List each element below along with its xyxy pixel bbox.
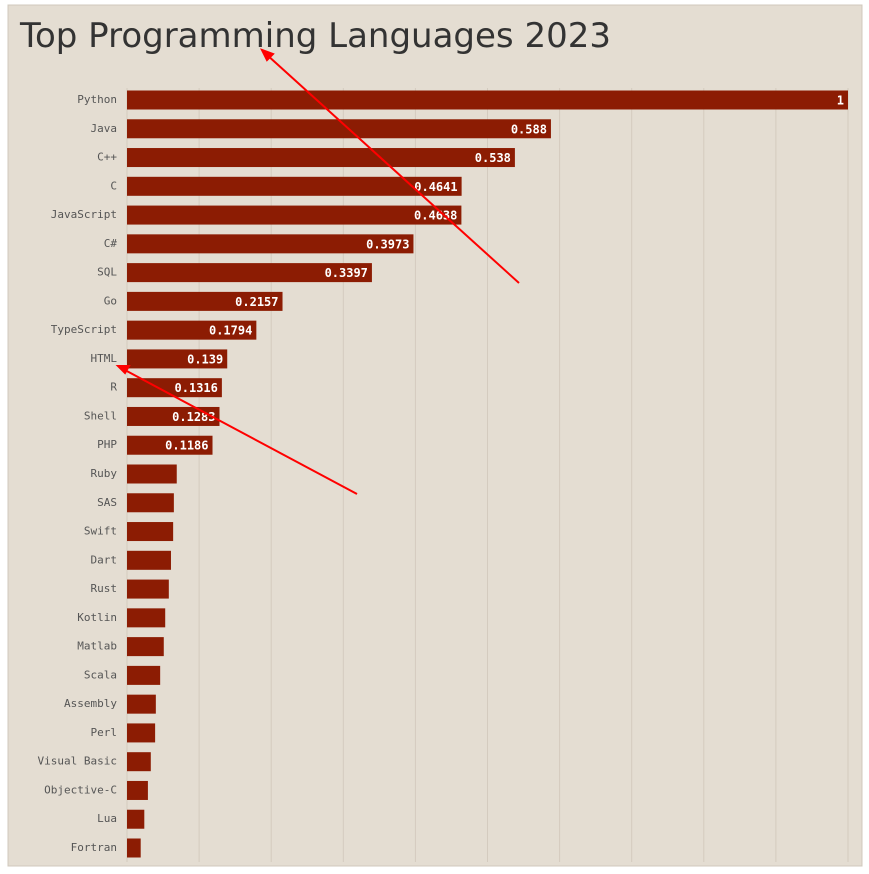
value-label: 0.3397 (325, 266, 368, 280)
value-label: 0.1794 (209, 324, 252, 338)
bar (127, 780, 148, 800)
bar (127, 723, 156, 743)
y-tick-label: Fortran (71, 841, 117, 854)
y-tick-label: R (110, 381, 117, 394)
bar (127, 493, 174, 513)
bar (127, 406, 220, 426)
y-tick-label: HTML (91, 352, 118, 365)
y-tick-label: Assembly (64, 697, 117, 710)
value-label: 0.1316 (175, 381, 218, 395)
bar (127, 90, 848, 110)
arrow-head (259, 48, 275, 62)
value-label: 0.4638 (414, 209, 457, 223)
y-tick-label: Go (104, 294, 117, 307)
annotation-arrows (115, 48, 520, 495)
chart-title: Top Programming Languages 2023 (19, 16, 611, 56)
y-tick-label: Kotlin (77, 611, 117, 624)
bar (127, 550, 171, 570)
value-label: 0.139 (187, 352, 223, 366)
bar (127, 809, 145, 829)
bar (127, 694, 156, 714)
y-tick-label: Shell (84, 409, 117, 422)
y-tick-label: Python (77, 93, 117, 106)
bar (127, 148, 515, 168)
y-tick-label: Lua (97, 812, 117, 825)
bar (127, 119, 551, 139)
bar (127, 522, 174, 542)
bar (127, 435, 213, 455)
bar (127, 234, 414, 254)
y-tick-label: PHP (97, 438, 117, 451)
y-tick-label: Matlab (77, 640, 117, 653)
y-tick-label: Objective-C (44, 783, 117, 796)
bar (127, 263, 372, 283)
value-label: 0.4641 (414, 180, 457, 194)
bar (127, 637, 164, 657)
value-label: 0.588 (511, 122, 547, 136)
y-tick-label: TypeScript (51, 323, 117, 336)
bar (127, 838, 141, 858)
bar (127, 608, 166, 628)
value-label: 1 (837, 94, 844, 108)
y-tick-label: C# (104, 237, 118, 250)
arrow (122, 368, 358, 495)
y-tick-label: Visual Basic (38, 755, 117, 768)
arrow (265, 53, 520, 284)
y-tick-label: Swift (84, 525, 117, 538)
value-label: 0.1283 (172, 410, 215, 424)
bar (127, 320, 257, 340)
y-tick-label: Ruby (91, 467, 118, 480)
y-tick-label: SQL (97, 266, 117, 279)
y-tick-label: Rust (91, 582, 118, 595)
value-label: 0.1186 (165, 439, 208, 453)
y-tick-label: Dart (91, 553, 118, 566)
y-tick-label: SAS (97, 496, 117, 509)
bar (127, 291, 283, 311)
bar (127, 464, 177, 484)
value-label: 0.538 (475, 151, 511, 165)
bar (127, 205, 462, 225)
bar (127, 752, 151, 772)
bar (127, 665, 161, 685)
bar (127, 349, 228, 369)
arrow-head (115, 365, 131, 375)
y-tick-label: Java (91, 122, 118, 135)
y-tick-label: Perl (91, 726, 118, 739)
y-tick-label: C (110, 179, 117, 192)
bar (127, 579, 169, 599)
value-label: 0.3973 (366, 237, 409, 251)
bar (127, 176, 462, 196)
y-tick-label: C++ (97, 151, 117, 164)
value-label: 0.2157 (235, 295, 278, 309)
y-tick-label: JavaScript (51, 208, 117, 221)
y-tick-label: Scala (84, 668, 117, 681)
